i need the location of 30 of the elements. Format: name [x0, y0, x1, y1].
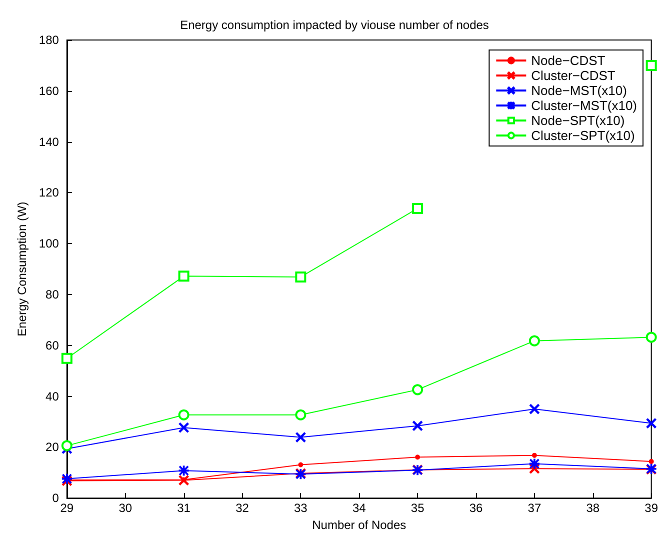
- y-tick-label: 180: [38, 33, 60, 47]
- legend-label: Node−CDST: [531, 53, 606, 68]
- x-tick-label: 34: [352, 501, 366, 516]
- x-tick-label: 32: [236, 501, 250, 516]
- x-axis-title: Number of Nodes: [312, 518, 406, 532]
- legend-label: Node−MST(x10): [531, 83, 627, 98]
- legend-label: Cluster−SPT(x10): [531, 128, 635, 143]
- x-tick-label: 33: [294, 501, 308, 516]
- y-tick-label: 40: [46, 389, 60, 404]
- y-tick-label: 80: [46, 288, 60, 302]
- chart-title: Energy consumption impacted by viouse number of nodes: [180, 18, 489, 32]
- legend-label: Cluster−MST(x10): [531, 98, 637, 113]
- legend-label: Node−SPT(x10): [531, 113, 625, 128]
- x-tick-label: 39: [644, 501, 658, 516]
- y-axis-title: Energy Consumption (W): [15, 202, 29, 336]
- x-tick-label: 38: [586, 501, 600, 516]
- x-tick-label: 37: [528, 501, 542, 516]
- y-tick-label: 140: [38, 134, 60, 149]
- y-tick-label: 60: [46, 338, 60, 352]
- x-tick-label: 35: [410, 501, 425, 516]
- x-tick-label: 36: [469, 501, 483, 516]
- x-tick-label: 31: [177, 501, 191, 516]
- legend-label: Cluster−CDST: [531, 68, 616, 83]
- y-tick-label: 0: [52, 491, 60, 506]
- x-tick-label: 30: [118, 501, 132, 516]
- x-tick-label: 29: [60, 501, 74, 516]
- y-tick-label: 120: [38, 186, 60, 200]
- y-tick-label: 160: [38, 84, 60, 98]
- y-tick-label: 100: [38, 236, 60, 251]
- y-tick-label: 20: [46, 440, 60, 454]
